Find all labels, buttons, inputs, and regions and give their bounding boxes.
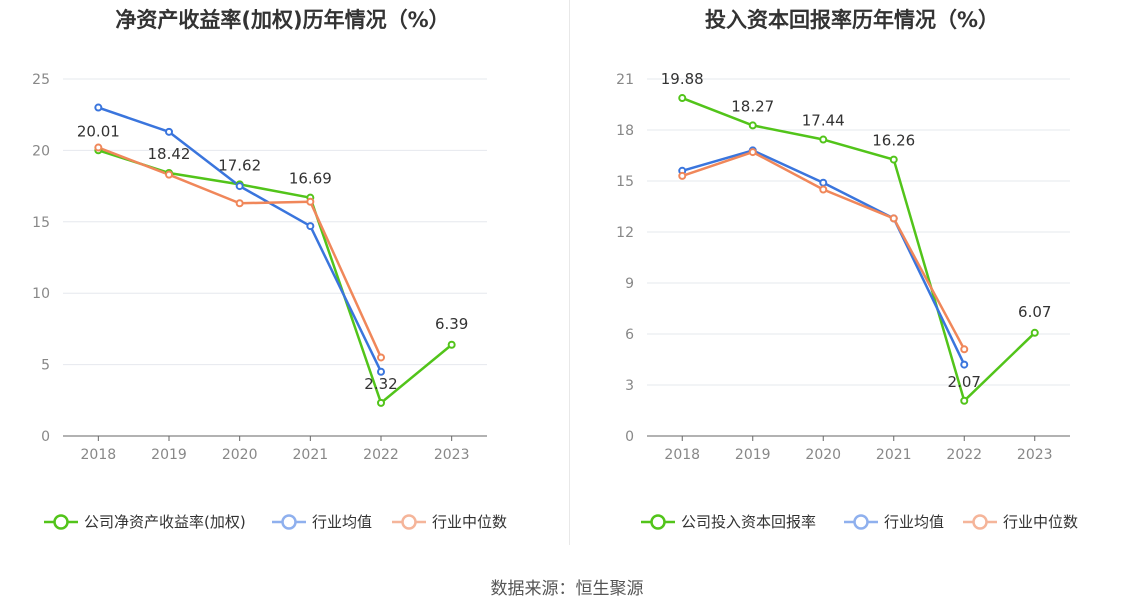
data-point[interactable] (94, 103, 103, 112)
data-point[interactable] (889, 155, 898, 164)
x-tick-label: 2020 (805, 447, 841, 463)
legend-marker (972, 514, 988, 530)
legend-label: 行业均值 (312, 513, 372, 531)
data-point[interactable] (678, 94, 687, 103)
chart-title-roe: 净资产收益率(加权)历年情况（%） (115, 8, 450, 32)
legend-item[interactable]: 行业均值 (844, 513, 944, 531)
x-tick-label: 2019 (735, 447, 771, 463)
x-tick-label: 2023 (1017, 447, 1053, 463)
data-point[interactable] (1030, 328, 1039, 337)
data-label: 18.42 (148, 145, 191, 163)
y-tick-label: 0 (41, 429, 50, 445)
legend-label: 行业均值 (884, 513, 944, 531)
legend-item[interactable]: 公司投入资本回报率 (641, 513, 816, 531)
x-tick-label: 2022 (363, 447, 399, 463)
data-point[interactable] (889, 214, 898, 223)
y-tick-label: 25 (32, 72, 50, 88)
data-label: 2.07 (948, 373, 981, 391)
y-tick-label: 5 (41, 358, 50, 374)
data-point[interactable] (235, 199, 244, 208)
data-point[interactable] (447, 340, 456, 349)
y-tick-label: 15 (32, 215, 50, 231)
data-point[interactable] (960, 396, 969, 405)
data-point[interactable] (235, 182, 244, 191)
x-tick-label: 2021 (876, 447, 912, 463)
data-point[interactable] (165, 170, 173, 179)
legend-marker (401, 514, 417, 530)
data-point[interactable] (377, 398, 385, 407)
y-tick-label: 21 (616, 72, 634, 88)
legend-label: 行业中位数 (432, 513, 507, 531)
legend-item[interactable]: 行业均值 (272, 513, 372, 531)
legend-marker (650, 514, 666, 530)
data-label: 6.39 (435, 315, 468, 333)
legend-item[interactable]: 行业中位数 (392, 513, 507, 531)
data-label: 6.07 (1018, 303, 1051, 321)
x-tick-label: 2019 (151, 447, 187, 463)
legend-label: 公司投入资本回报率 (681, 513, 816, 531)
y-tick-label: 10 (32, 286, 50, 302)
roe-line-chart: 0 5 10 15 20 25 2018 2019 2020 2021 2022 2023 20.01 1… (32, 72, 507, 531)
data-label: 17.62 (218, 156, 261, 174)
legend-label: 公司净资产收益率(加权) (84, 513, 246, 531)
data-point[interactable] (306, 197, 315, 206)
legend-item[interactable]: 公司净资产收益率(加权) (44, 513, 246, 531)
legend-marker (281, 514, 297, 530)
legend-marker (853, 514, 869, 530)
y-tick-label: 3 (625, 378, 634, 394)
x-tick-label: 2020 (222, 447, 258, 463)
chart-title-roic: 投入资本回报率历年情况（%） (704, 8, 1000, 32)
data-point[interactable] (678, 171, 687, 180)
legend-label: 行业中位数 (1003, 513, 1078, 531)
series-line (97, 146, 383, 358)
y-tick-label: 18 (616, 123, 634, 139)
x-tick-label: 2022 (946, 447, 982, 463)
data-point[interactable] (306, 222, 315, 231)
data-point[interactable] (819, 178, 828, 187)
data-point[interactable] (748, 148, 757, 157)
x-tick-label: 2023 (434, 447, 470, 463)
x-tick-label: 2018 (664, 447, 700, 463)
data-point[interactable] (960, 345, 969, 354)
legend-item[interactable]: 行业中位数 (963, 513, 1078, 531)
x-tick-label: 2018 (81, 447, 117, 463)
series-line (97, 106, 383, 373)
x-tick-label: 2021 (293, 447, 329, 463)
data-point[interactable] (819, 185, 828, 194)
data-point[interactable] (377, 353, 385, 362)
data-point[interactable] (960, 360, 969, 369)
data-point[interactable] (819, 135, 828, 144)
legend-marker (53, 514, 69, 530)
data-point[interactable] (748, 121, 757, 130)
data-label: 2.32 (364, 375, 397, 393)
data-label: 20.01 (77, 122, 120, 140)
data-label: 16.26 (872, 132, 915, 150)
data-point[interactable] (165, 127, 173, 136)
roic-line-chart: 0 3 6 9 12 15 18 21 2018 2019 2020 2021 2022 2023 19.8… (616, 70, 1078, 531)
y-tick-label: 12 (616, 225, 634, 241)
series-line (681, 96, 1036, 403)
data-label: 19.88 (661, 70, 704, 88)
y-tick-label: 6 (625, 327, 634, 343)
data-point[interactable] (94, 143, 103, 152)
y-tick-label: 15 (616, 174, 634, 190)
y-tick-label: 20 (32, 143, 50, 159)
data-source: 数据来源：恒生聚源 (490, 579, 644, 599)
panel-divider (569, 0, 570, 545)
data-label: 16.69 (289, 170, 332, 188)
y-tick-label: 9 (625, 276, 634, 292)
y-tick-label: 0 (625, 429, 634, 445)
data-point[interactable] (377, 367, 385, 376)
data-label: 17.44 (802, 112, 845, 130)
data-label: 18.27 (731, 97, 774, 115)
